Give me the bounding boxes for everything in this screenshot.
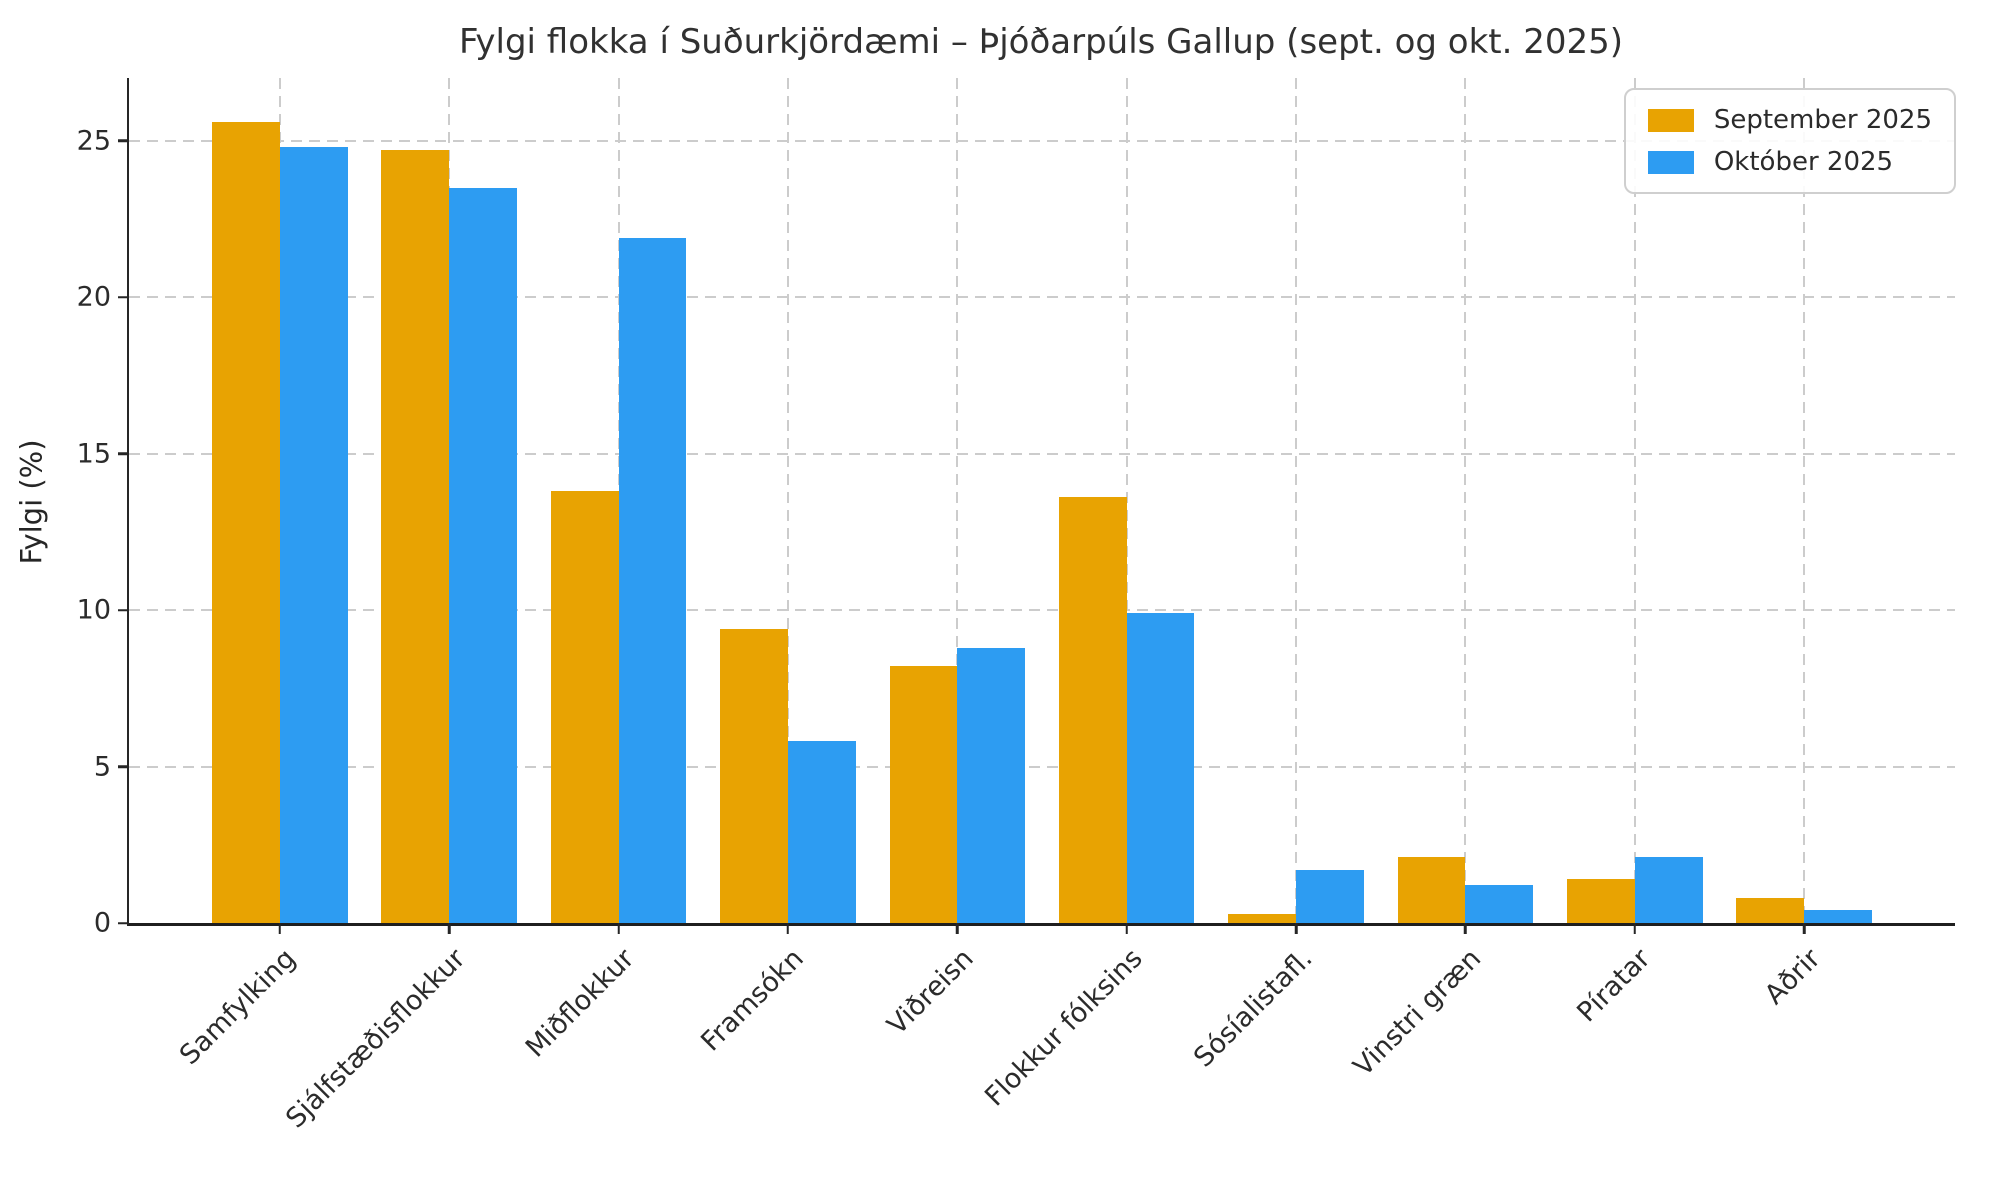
x-gridline-vinstri-gr-n [1464, 78, 1467, 923]
x-gridline-frams-kn [786, 78, 789, 923]
x-tick-label-vinstri-gr-n: Vinstri græn [1347, 943, 1488, 1083]
x-tick-label-p-ratar: Píratar [1571, 943, 1657, 1029]
chart-title: Fylgi flokka í Suðurkjördæmi – Þjóðarpúl… [458, 22, 1624, 62]
y-tick-mark-0 [118, 921, 129, 925]
y-tick-label-5: 5 [93, 751, 111, 783]
x-tick-label-frams-kn: Framsókn [695, 943, 810, 1058]
x-tick-label-mi-flokkur: Miðflokkur [519, 943, 641, 1064]
x-tick-mark-s-s-alistafl [1294, 923, 1298, 934]
y-axis-label-wrap: Fylgi (%) [6, 78, 58, 926]
x-tick-label-s-s-alistafl: Sósíalistafl. [1187, 943, 1318, 1074]
bar-september-2025-flokkur-f-lksins [1058, 497, 1127, 923]
legend-swatch-oktober [1647, 150, 1694, 174]
bar-okt-ber-2025-s-s-alistafl [1296, 869, 1364, 923]
bar-okt-ber-2025-mi-flokkur [618, 237, 687, 923]
y-tick-label-20: 20 [76, 281, 111, 313]
bar-group-s-s-alistafl: Sósíalistafl. [1187, 78, 1364, 1074]
x-gridline-a-rir [1803, 78, 1806, 923]
bar-september-2025-mi-flokkur [550, 491, 619, 923]
y-tick-label-15: 15 [76, 438, 111, 470]
bar-okt-ber-2025-a-rir [1804, 910, 1872, 923]
bar-okt-ber-2025-vinstri-gr-n [1465, 885, 1534, 923]
legend: September 2025 Október 2025 [1623, 88, 1956, 194]
bar-okt-ber-2025-vi-reisn [957, 647, 1026, 923]
y-tick-mark-5 [118, 765, 129, 768]
x-tick-label-samfylking: Samfylking [173, 943, 302, 1071]
x-tick-mark-flokkur-f-lksins [1125, 923, 1128, 934]
x-tick-label-a-rir: Aðrir [1758, 943, 1827, 1011]
bar-september-2025-p-ratar [1567, 879, 1635, 923]
x-tick-label-vi-reisn: Viðreisn [881, 943, 980, 1042]
y-tick-mark-15 [118, 452, 129, 455]
x-gridline-flokkur-f-lksins [1125, 78, 1128, 923]
bar-okt-ber-2025-frams-kn [787, 741, 856, 923]
bar-group-sj-lfst-isflokkur: Sjálfstæðisflokkur [280, 78, 517, 1134]
x-gridline-p-ratar [1633, 78, 1636, 923]
bar-okt-ber-2025-sj-lfst-isflokkur [449, 187, 517, 923]
bar-group-samfylking: Samfylking [174, 78, 348, 1071]
bar-group-mi-flokkur: Miðflokkur [520, 78, 687, 1064]
legend-label-oktober: Október 2025 [1713, 147, 1894, 177]
x-tick-mark-sj-lfst-isflokkur [447, 923, 451, 934]
bar-group-frams-kn: Framsókn [695, 78, 856, 1057]
bar-group-a-rir: Aðrir [1736, 78, 1872, 1011]
y-tick-mark-10 [118, 608, 129, 612]
bar-group-vinstri-gr-n: Vinstri græn [1348, 78, 1534, 1082]
bar-september-2025-s-s-alistafl [1228, 913, 1297, 923]
bar-september-2025-frams-kn [720, 628, 788, 923]
x-tick-mark-mi-flokkur [617, 923, 620, 934]
bar-september-2025-samfylking [212, 121, 280, 923]
y-gridline-25 [129, 139, 1955, 142]
y-tick-label-0: 0 [93, 907, 111, 939]
bar-group-flokkur-f-lksins: Flokkur fólksins [979, 78, 1195, 1112]
legend-item-oktober: Október 2025 [1647, 147, 1932, 177]
y-gridline-5 [129, 765, 1955, 768]
legend-label-september: September 2025 [1713, 105, 1932, 135]
y-gridline-10 [129, 609, 1955, 612]
x-tick-mark-a-rir [1802, 923, 1806, 934]
x-tick-mark-vi-reisn [956, 923, 959, 934]
bar-september-2025-vinstri-gr-n [1397, 857, 1466, 923]
y-gridline-20 [129, 296, 1955, 299]
bar-september-2025-vi-reisn [889, 666, 958, 923]
bar-september-2025-a-rir [1736, 897, 1805, 923]
y-tick-mark-20 [118, 295, 129, 299]
x-tick-mark-p-ratar [1633, 923, 1637, 934]
x-tick-mark-vinstri-gr-n [1464, 923, 1467, 934]
x-tick-mark-samfylking [278, 923, 281, 934]
y-tick-label-25: 25 [76, 125, 111, 157]
x-tick-label-sj-lfst-isflokkur: Sjálfstæðisflokkur [279, 943, 472, 1135]
plot-area: 0 5 10 15 20 25 Samfylking Sjálfstæðisflokkur Mi… [77, 78, 1955, 1134]
bar-okt-ber-2025-samfylking [279, 146, 348, 923]
y-tick-label-10: 10 [76, 594, 111, 626]
bar-september-2025-sj-lfst-isflokkur [381, 149, 450, 923]
x-gridline-vi-reisn [956, 78, 959, 923]
y-gridline-15 [129, 452, 1955, 455]
bar-okt-ber-2025-p-ratar [1634, 857, 1703, 923]
x-tick-label-flokkur-f-lksins: Flokkur fólksins [979, 943, 1149, 1113]
x-tick-mark-frams-kn [786, 923, 790, 934]
x-gridline-s-s-alistafl [1295, 78, 1298, 923]
bar-group-p-ratar: Píratar [1567, 78, 1703, 1028]
bar-okt-ber-2025-flokkur-f-lksins [1126, 613, 1195, 923]
legend-swatch-september [1647, 108, 1694, 132]
y-tick-mark-25 [118, 139, 129, 142]
y-axis-label: Fylgi (%) [15, 439, 50, 565]
bar-group-vi-reisn: Viðreisn [881, 78, 1026, 1041]
legend-item-september: September 2025 [1647, 105, 1932, 135]
